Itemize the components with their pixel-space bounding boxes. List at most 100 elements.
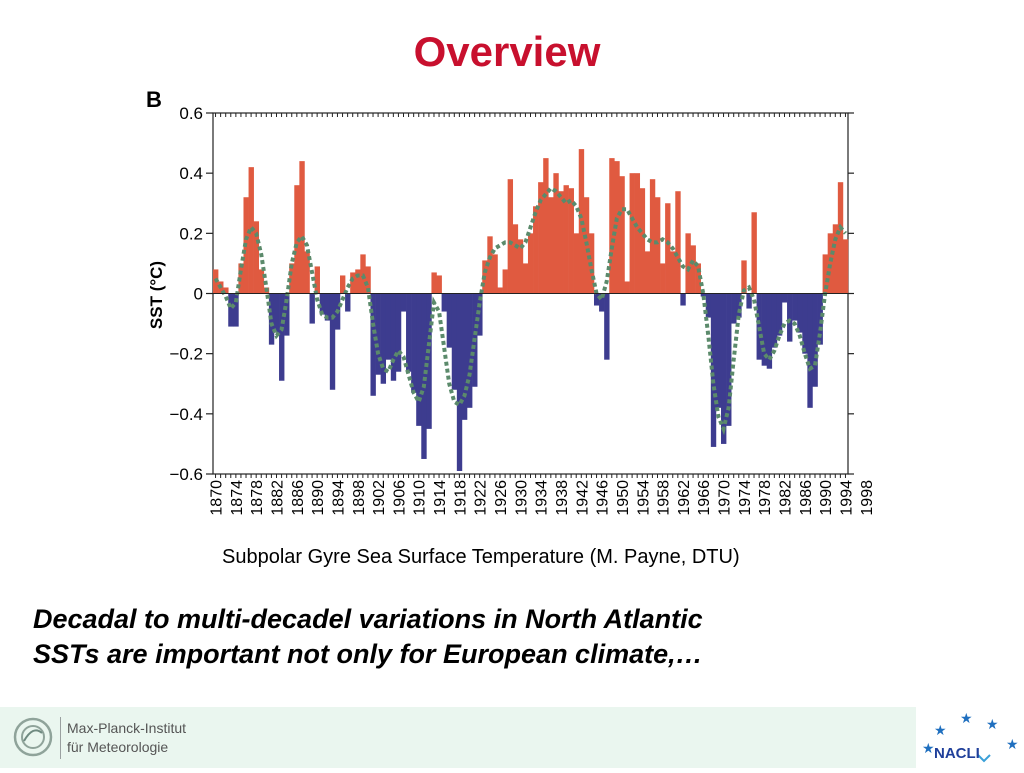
nacli-logo: ★ ★ ★ ★ ★ NACLI [916, 707, 1024, 768]
bars-group [213, 149, 849, 471]
sst-bar [644, 251, 651, 294]
svg-text:★: ★ [960, 710, 973, 726]
sst-bar [375, 293, 381, 375]
sst-bar [548, 197, 554, 294]
sst-bar [654, 197, 661, 294]
sst-bar [345, 293, 351, 312]
sst-bar [477, 293, 483, 336]
y-ticks: 0.6 0.4 0.2 0 −0.2 −0.4 −0.6 [169, 104, 854, 484]
sst-bar [273, 293, 280, 333]
sst-bar [604, 293, 610, 360]
sst-bar [299, 161, 305, 294]
sst-bar [797, 293, 803, 333]
sst-bar [568, 188, 574, 294]
x-tick-label: 1950 [615, 480, 632, 516]
y-axis-label: SST (°C) [147, 261, 166, 329]
x-tick-label: 1970 [717, 480, 734, 516]
sst-bar [233, 293, 239, 327]
sst-bar [253, 221, 260, 294]
sst-bar [289, 263, 295, 294]
sst-bar [319, 293, 326, 315]
x-tick-label: 1978 [757, 480, 774, 516]
x-tick-label: 1990 [818, 480, 835, 516]
sst-bar [365, 266, 371, 294]
nacli-stars-icon: ★ ★ ★ ★ ★ [922, 710, 1019, 763]
sst-bar [766, 293, 773, 369]
institute-line-2: für Meteorologie [67, 739, 169, 755]
sst-bar [842, 239, 849, 294]
x-tick-label: 1930 [513, 480, 530, 516]
sst-bar [517, 239, 524, 294]
sst-bar [685, 233, 691, 294]
x-tick-label: 1938 [554, 480, 571, 516]
sst-bar [309, 293, 315, 324]
sst-bar [451, 293, 458, 390]
smoothed-series-line [213, 185, 847, 436]
sst-bar [639, 188, 646, 294]
footer: Max-Planck-Institut für Meteorologie ★ ★… [0, 707, 1024, 768]
mpi-logo-icon [13, 717, 53, 757]
institute-line-1: Max-Planck-Institut [67, 720, 187, 736]
slide-title: Overview [413, 28, 601, 75]
sst-bar [324, 293, 331, 321]
sst-bar [573, 233, 580, 294]
panel-label: B [146, 87, 162, 112]
sst-bar [558, 191, 564, 294]
sst-bar [467, 293, 473, 408]
y-tick-label: −0.4 [169, 405, 203, 424]
sst-bar [751, 212, 757, 294]
sst-bar [390, 293, 397, 381]
sst-chart: 0.60.40.20−0.2−0.4−0.6 1870 1874 1878 1882 1… [146, 87, 876, 516]
x-tick-label: 1926 [493, 480, 510, 516]
sst-bar [756, 293, 762, 360]
sst-bar [705, 293, 712, 318]
sst-bar [787, 293, 793, 342]
sst-bar [746, 293, 752, 309]
sst-bar [690, 245, 696, 294]
y-tick-label: 0.6 [179, 104, 203, 123]
sst-bar [350, 272, 356, 294]
y-tick-label: −0.2 [169, 345, 203, 364]
x-tick-label: 1982 [778, 480, 795, 516]
x-tick-label: 1886 [290, 480, 307, 516]
sst-bar [660, 263, 666, 294]
x-tick-label: 1986 [798, 480, 815, 516]
institute-name: Max-Planck-Institut für Meteorologie [67, 719, 186, 757]
sst-bar [827, 233, 834, 294]
sst-bar [228, 293, 234, 327]
x-tick-label: 1922 [473, 480, 490, 516]
sst-bar [695, 263, 701, 294]
x-tick-label: 1890 [310, 480, 327, 516]
sst-bar [492, 254, 498, 294]
sst-bar [502, 269, 508, 294]
sst-bar [563, 185, 569, 294]
sst-bar [522, 263, 529, 294]
x-tick-label: 1954 [635, 480, 652, 516]
sst-bar [533, 206, 539, 294]
sst-bar [329, 293, 336, 390]
x-tick-label: 1994 [838, 480, 855, 516]
sst-bar [507, 179, 514, 294]
sst-bar [497, 287, 503, 294]
x-tick-label: 1974 [737, 480, 754, 516]
sst-bar [370, 293, 376, 396]
x-tick-label: 1966 [696, 480, 713, 516]
x-tick-label: 1906 [391, 480, 408, 516]
sst-bar [527, 233, 534, 294]
body-line-1: Decadal to multi-decadel variations in N… [33, 604, 703, 634]
x-tick-label: 1894 [330, 480, 347, 516]
svg-text:★: ★ [922, 740, 935, 756]
sst-bar [700, 293, 707, 297]
sst-bar [817, 293, 823, 345]
sst-bar [258, 269, 265, 294]
x-tick-label: 1998 [859, 480, 876, 516]
sst-bar [426, 293, 432, 429]
sst-bar [634, 173, 641, 294]
sst-bar [304, 251, 310, 294]
sst-bar [624, 281, 630, 294]
x-tick-label: 1958 [656, 480, 673, 516]
x-tick-label: 1882 [270, 480, 287, 516]
x-tick-label: 1878 [249, 480, 266, 516]
sst-bar [538, 182, 544, 294]
footer-divider [60, 717, 61, 759]
